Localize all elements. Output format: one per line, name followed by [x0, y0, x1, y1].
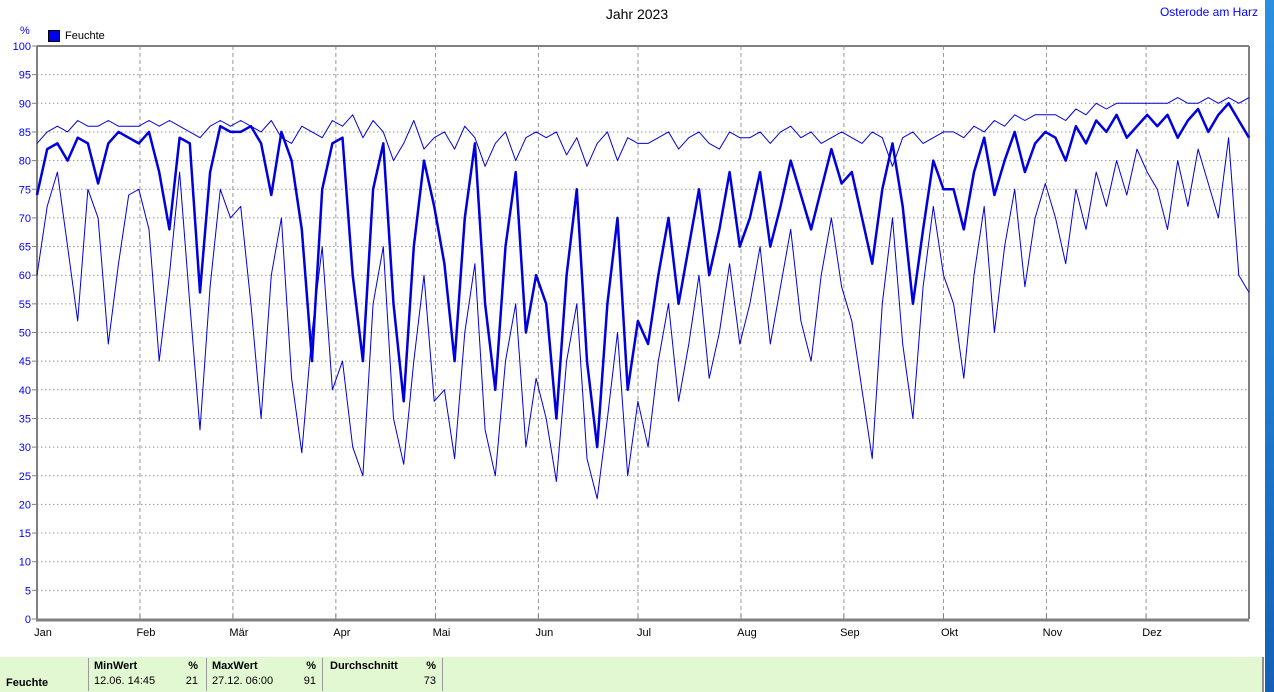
minwert-header: MinWert — [94, 660, 138, 672]
station-link[interactable]: Osterode am Harz — [1159, 5, 1258, 19]
table-separator — [322, 658, 323, 691]
svg-text:5: 5 — [25, 585, 31, 597]
svg-text:70: 70 — [19, 213, 31, 225]
svg-text:20: 20 — [19, 499, 31, 511]
svg-text:Jan: Jan — [34, 627, 52, 639]
svg-text:50: 50 — [19, 328, 31, 340]
svg-text:0: 0 — [25, 614, 31, 626]
svg-text:100: 100 — [13, 41, 31, 53]
window-edge-scrollbar[interactable] — [1265, 0, 1274, 692]
legend: Feuchte — [48, 30, 105, 42]
y-axis-unit-label: % — [20, 25, 30, 37]
svg-text:Apr: Apr — [333, 627, 350, 639]
svg-text:Dez: Dez — [1142, 627, 1162, 639]
durchschnitt-header: Durchschnitt — [330, 660, 398, 672]
durchschnitt-value: 73 — [423, 675, 436, 687]
svg-text:40: 40 — [19, 385, 31, 397]
humidity-year-chart: 0 5 10 15 20 25 30 35 40 45 50 55 60 65 70 75 80 85 90 95 10… — [13, 41, 1251, 639]
summary-col-durchschnitt: Durchschnitt % 73 — [330, 659, 436, 690]
svg-text:Nov: Nov — [1043, 627, 1063, 639]
svg-text:95: 95 — [19, 70, 31, 82]
svg-text:75: 75 — [19, 184, 31, 196]
table-separator — [88, 658, 89, 691]
svg-text:10: 10 — [19, 557, 31, 569]
maxwert-unit: % — [306, 660, 316, 672]
svg-text:45: 45 — [19, 356, 31, 368]
minwert-value: 21 — [185, 675, 198, 687]
summary-col-minwert: MinWert % 12.06. 14:45 21 — [94, 659, 198, 690]
svg-text:Okt: Okt — [941, 627, 958, 639]
table-separator — [442, 658, 443, 691]
svg-text:65: 65 — [19, 242, 31, 254]
page-title: Jahr 2023 — [605, 6, 669, 22]
svg-text:55: 55 — [19, 299, 31, 311]
table-separator — [206, 658, 207, 691]
svg-text:15: 15 — [19, 528, 31, 540]
svg-text:60: 60 — [19, 270, 31, 282]
maxwert-header: MaxWert — [212, 660, 258, 672]
svg-text:90: 90 — [19, 98, 31, 110]
svg-text:Aug: Aug — [737, 627, 757, 639]
svg-text:Mai: Mai — [433, 627, 451, 639]
legend-swatch-icon — [48, 30, 60, 42]
durchschnitt-unit: % — [426, 660, 436, 672]
svg-text:Sep: Sep — [840, 627, 860, 639]
svg-text:Jun: Jun — [536, 627, 554, 639]
maxwert-datetime: 27.12. 06:00 — [212, 675, 274, 687]
minwert-datetime: 12.06. 14:45 — [94, 675, 156, 687]
maxwert-value: 91 — [303, 675, 316, 687]
summary-col-maxwert: MaxWert % 27.12. 06:00 91 — [212, 659, 316, 690]
summary-row-label: Feuchte — [6, 677, 49, 689]
summary-table: Feuchte MinWert % 12.06. 14:45 21 MaxWer… — [0, 657, 1264, 692]
svg-text:Mär: Mär — [229, 627, 248, 639]
svg-text:Feb: Feb — [136, 627, 155, 639]
svg-text:80: 80 — [19, 156, 31, 168]
svg-text:25: 25 — [19, 471, 31, 483]
svg-text:85: 85 — [19, 127, 31, 139]
svg-text:30: 30 — [19, 442, 31, 454]
svg-text:35: 35 — [19, 413, 31, 425]
legend-label: Feuchte — [65, 30, 105, 42]
svg-text:Jul: Jul — [637, 627, 651, 639]
minwert-unit: % — [188, 660, 198, 672]
